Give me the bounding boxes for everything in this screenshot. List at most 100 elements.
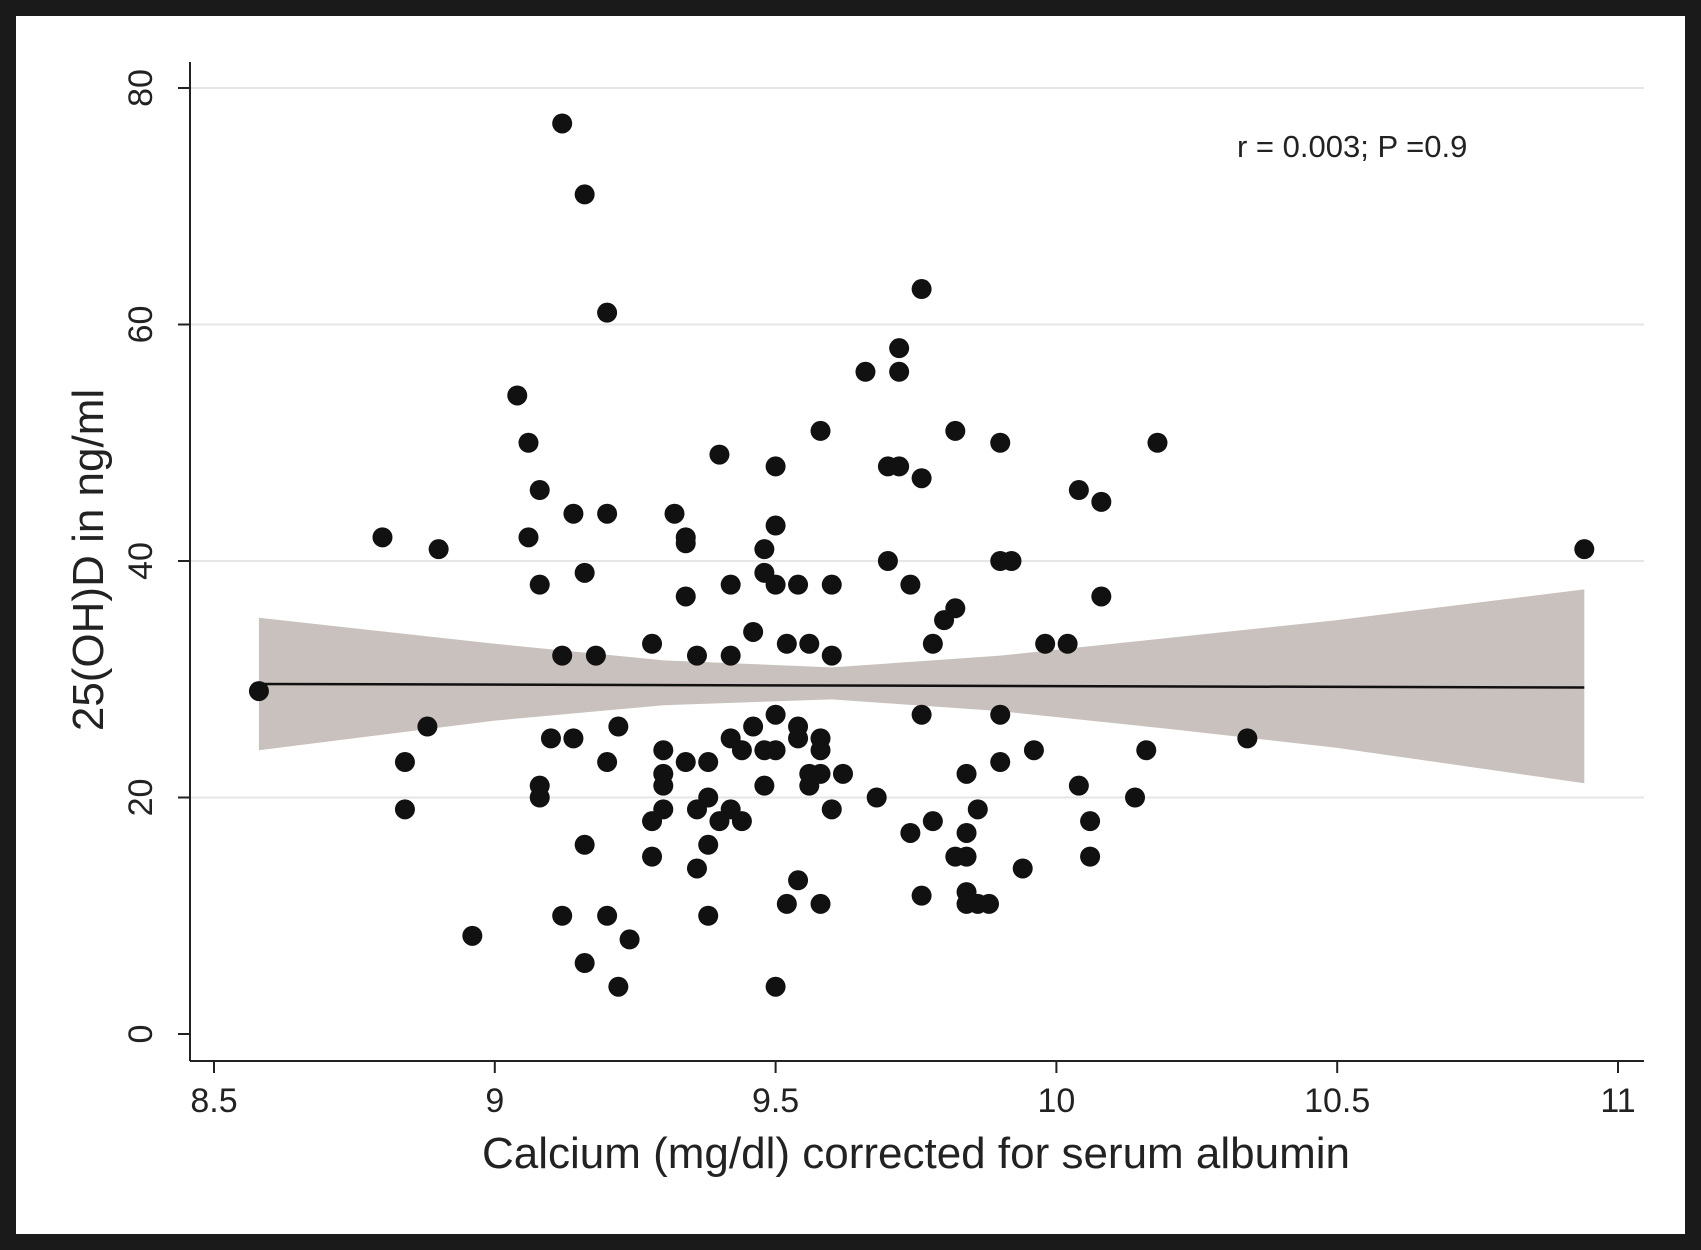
data-point <box>788 574 809 595</box>
y-tick-label: 60 <box>122 306 160 344</box>
y-tick-label: 0 <box>122 1025 160 1044</box>
data-point <box>1035 633 1056 654</box>
data-point <box>462 925 483 946</box>
data-point <box>608 716 629 737</box>
data-point <box>810 740 831 761</box>
data-point <box>563 728 584 749</box>
data-point <box>563 503 584 524</box>
data-point <box>720 645 741 666</box>
data-point <box>653 799 674 820</box>
data-point <box>428 539 449 560</box>
x-tick-label: 9 <box>485 1082 504 1120</box>
data-point <box>597 503 618 524</box>
data-point <box>597 905 618 926</box>
data-point <box>675 586 696 607</box>
y-tick-label: 20 <box>122 779 160 817</box>
data-point <box>956 846 977 867</box>
data-point <box>765 515 786 536</box>
data-point <box>810 763 831 784</box>
data-point <box>810 420 831 441</box>
data-point <box>911 704 932 725</box>
data-point <box>889 361 910 382</box>
data-point <box>877 551 898 571</box>
data-point <box>529 787 550 808</box>
data-point <box>754 539 775 560</box>
data-point <box>855 361 876 382</box>
data-point <box>686 858 707 879</box>
data-point <box>540 728 561 749</box>
data-point <box>1001 551 1022 571</box>
data-point <box>945 598 966 619</box>
data-point <box>922 811 943 832</box>
data-point <box>821 799 842 820</box>
x-ticks: 8.5 9 9.5 10 10.5 11 <box>190 1061 1636 1120</box>
data-point <box>889 456 910 477</box>
data-point <box>619 929 640 950</box>
data-point <box>765 574 786 595</box>
data-point <box>686 645 707 666</box>
data-point <box>1012 858 1033 879</box>
y-ticks: 0 20 40 60 80 <box>122 69 190 1043</box>
x-tick-label: 11 <box>1600 1082 1635 1120</box>
data-point <box>248 681 269 702</box>
data-point <box>956 763 977 784</box>
data-point <box>664 503 685 524</box>
data-point <box>765 704 786 725</box>
data-point <box>574 562 595 583</box>
data-point <box>1136 740 1157 761</box>
data-point <box>776 633 797 654</box>
data-point <box>653 740 674 761</box>
data-point <box>788 870 809 891</box>
x-tick-label: 10.5 <box>1304 1082 1370 1120</box>
data-point <box>585 645 606 666</box>
data-point <box>1057 633 1078 654</box>
gridlines <box>190 87 1644 799</box>
data-point <box>799 633 820 654</box>
x-axis-label: Calcium (mg/dl) corrected for serum albu… <box>482 1129 1350 1178</box>
data-point <box>967 799 988 820</box>
correlation-annotation: r = 0.003; P =0.9 <box>1237 129 1467 164</box>
data-point <box>552 905 573 926</box>
x-tick-label: 8.5 <box>190 1082 237 1120</box>
data-point <box>597 302 618 323</box>
data-point <box>720 574 741 595</box>
data-point <box>1080 811 1101 832</box>
data-point <box>889 338 910 359</box>
data-point <box>1574 539 1595 560</box>
data-point <box>743 621 764 642</box>
data-point <box>417 716 438 737</box>
data-point <box>675 533 696 554</box>
x-tick-label: 10 <box>1037 1082 1075 1120</box>
data-point <box>990 432 1011 453</box>
data-point <box>945 420 966 441</box>
data-point <box>529 574 550 595</box>
data-point <box>529 480 550 501</box>
data-point <box>788 728 809 749</box>
data-point <box>956 822 977 843</box>
x-tick-label: 9.5 <box>752 1082 799 1120</box>
data-point <box>922 633 943 654</box>
data-point <box>743 716 764 737</box>
data-point <box>1068 480 1089 501</box>
data-point <box>642 633 663 654</box>
data-point <box>1080 846 1101 867</box>
data-point <box>1091 491 1112 512</box>
data-point <box>574 953 595 974</box>
data-point <box>574 834 595 855</box>
data-point <box>832 763 853 784</box>
data-point <box>394 799 415 820</box>
y-axis-label: 25(OH)D in ng/ml <box>64 389 113 731</box>
data-point <box>1147 432 1168 453</box>
data-point <box>900 822 921 843</box>
data-points <box>248 113 1595 997</box>
data-point <box>911 468 932 489</box>
data-point <box>698 787 719 808</box>
data-point <box>608 976 629 997</box>
data-point <box>675 752 696 773</box>
data-point <box>821 574 842 595</box>
data-point <box>900 574 921 595</box>
y-tick-label: 80 <box>122 69 160 107</box>
data-point <box>776 893 797 914</box>
data-point <box>765 740 786 761</box>
